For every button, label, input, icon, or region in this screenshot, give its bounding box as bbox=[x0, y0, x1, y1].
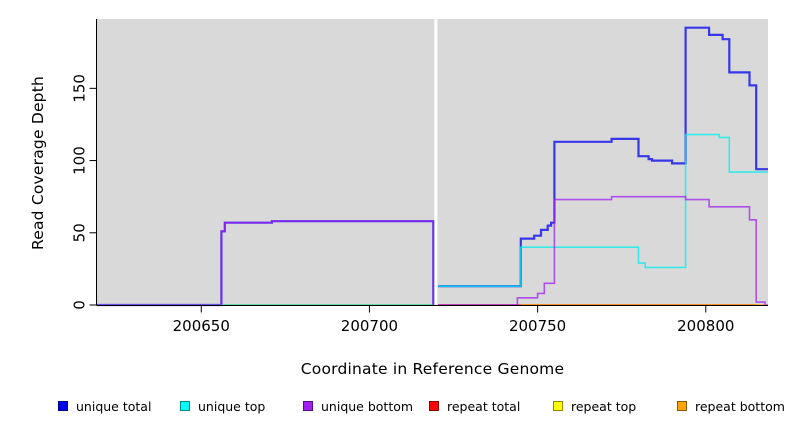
legend-label: unique top bbox=[198, 398, 266, 414]
legend-label: unique total bbox=[76, 398, 152, 414]
legend-item-unique-total: unique total bbox=[58, 398, 151, 414]
legend-label: repeat bottom bbox=[695, 398, 785, 414]
series-line-unique-total bbox=[438, 26, 768, 288]
legend-label: unique bottom bbox=[321, 398, 414, 414]
y-tick-label: 0 bbox=[71, 300, 89, 310]
legend-item-repeat-total: repeat total bbox=[429, 398, 520, 414]
x-tick-label: 200650 bbox=[173, 317, 230, 335]
series-line-unique-bottom bbox=[438, 195, 768, 306]
series-line-unique-top bbox=[438, 133, 768, 288]
x-tick-label: 200700 bbox=[341, 317, 398, 335]
series-line-unique-bottom bbox=[97, 220, 435, 306]
legend-item-unique-top: unique top bbox=[180, 398, 265, 414]
legend-item-unique-bottom: unique bottom bbox=[303, 398, 413, 414]
legend-swatch-icon bbox=[677, 401, 687, 411]
y-axis-label: Read Coverage Depth bbox=[29, 75, 47, 251]
legend-swatch-icon bbox=[553, 401, 563, 411]
legend-item-repeat-bottom: repeat bottom bbox=[677, 398, 785, 414]
x-tick-label: 200800 bbox=[677, 317, 734, 335]
legend-swatch-icon bbox=[429, 401, 439, 411]
x-tick-label: 200750 bbox=[509, 317, 566, 335]
x-axis-label: Coordinate in Reference Genome bbox=[300, 360, 565, 378]
legend-label: repeat total bbox=[447, 398, 521, 414]
legend-swatch-icon bbox=[303, 401, 313, 411]
no-data-gap-band bbox=[434, 19, 438, 305]
legend: unique total unique top unique bottom repea… bbox=[0, 398, 792, 418]
legend-label: repeat top bbox=[571, 398, 637, 414]
y-tick-label: 50 bbox=[71, 223, 89, 242]
legend-swatch-icon bbox=[180, 401, 190, 411]
y-tick-label: 150 bbox=[71, 74, 89, 103]
y-tick-label: 100 bbox=[71, 146, 89, 175]
legend-swatch-icon bbox=[58, 401, 68, 411]
legend-item-repeat-top: repeat top bbox=[553, 398, 636, 414]
